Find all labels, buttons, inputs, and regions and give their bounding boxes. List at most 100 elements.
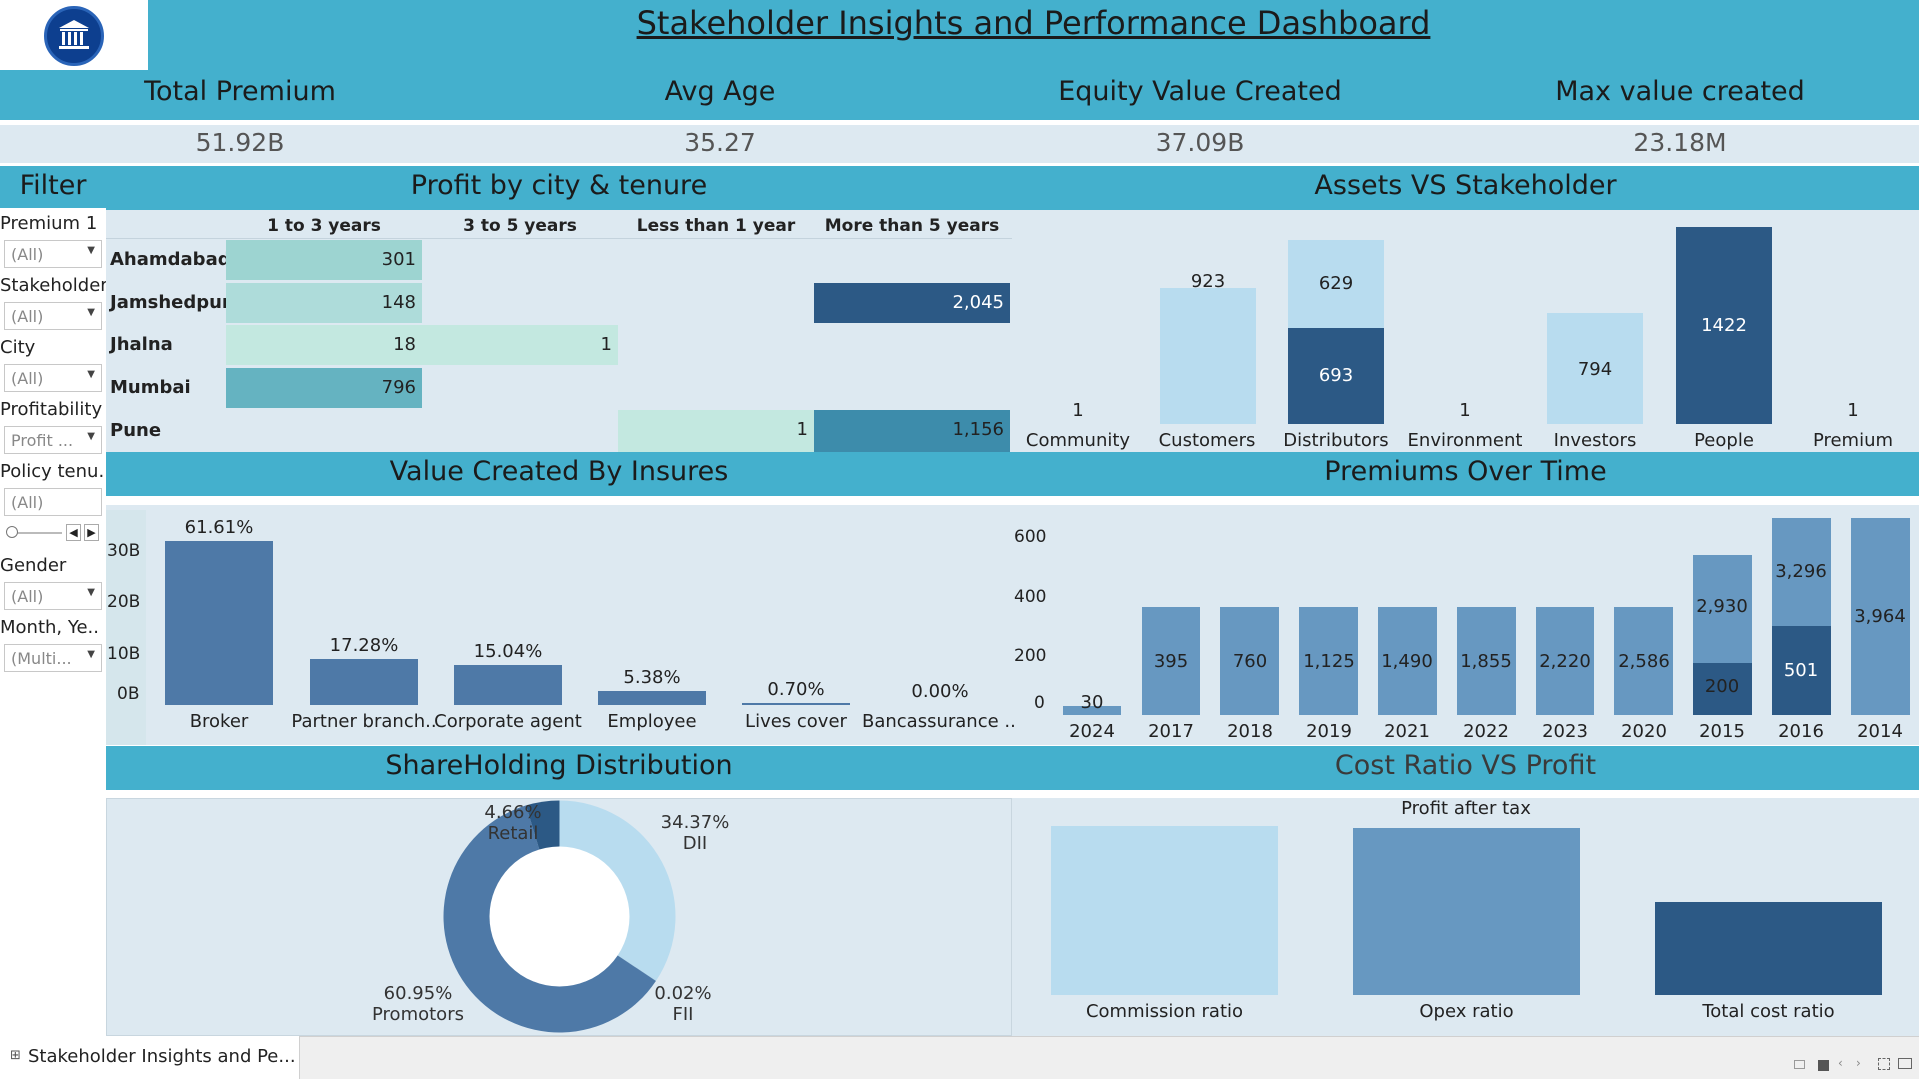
chart-title: Profit after tax <box>1401 798 1531 819</box>
kpi-separator <box>0 120 1919 125</box>
bar-total-cost-ratio <box>1655 902 1882 995</box>
data-label: 760 <box>1232 651 1268 672</box>
premiums-header <box>1012 452 1919 496</box>
row-label-jhalna: Jhalna <box>110 334 173 355</box>
slider-handle[interactable] <box>6 526 18 538</box>
bar-2017 <box>1142 607 1200 715</box>
filter-select-month-year[interactable]: (Multi... ▼ <box>4 644 102 672</box>
axis-label: 2023 <box>1542 721 1588 742</box>
slice-label-dii: 34.37% DII <box>640 812 750 854</box>
table-cell: 2,045 <box>814 283 1010 323</box>
bar-2015-top <box>1693 555 1752 663</box>
filter-value: (All) <box>11 307 44 326</box>
slice-name: FII <box>672 1004 694 1025</box>
y-axis-area <box>106 510 146 745</box>
table-cell: 1 <box>618 410 814 452</box>
axis-label: 2017 <box>1148 721 1194 742</box>
bar-2014 <box>1851 518 1910 715</box>
value-title: Value Created By Insures <box>389 456 729 487</box>
axis-label: Broker <box>189 711 249 732</box>
sheet-tab[interactable]: ⊞ Stakeholder Insights and Pe... <box>0 1036 300 1079</box>
bar-2020 <box>1614 607 1673 715</box>
chevron-right-icon[interactable]: › <box>1856 1056 1861 1070</box>
chevron-left-icon[interactable]: ◀ <box>66 524 81 541</box>
table-cell: 1 <box>422 325 618 365</box>
data-label: 1 <box>1847 400 1859 421</box>
dashboard-grid-icon: ⊞ <box>10 1048 21 1063</box>
axis-label: 2015 <box>1699 721 1745 742</box>
bank-logo-icon <box>44 6 104 66</box>
chevron-down-icon: ▼ <box>87 245 95 256</box>
filter-select-gender[interactable]: (All) ▼ <box>4 582 102 610</box>
fullscreen-icon[interactable] <box>1878 1058 1890 1070</box>
filter-value: (All) <box>11 245 44 264</box>
kpi-label-max-value: Max value created <box>1555 76 1805 107</box>
chevron-down-icon: ▼ <box>87 431 95 442</box>
y-tick: 400 <box>1014 587 1047 607</box>
filter-select-city[interactable]: (All) ▼ <box>4 364 102 392</box>
filter-value: (All) <box>11 587 44 606</box>
column-header: Less than 1 year <box>636 216 796 236</box>
y-tick: 200 <box>1014 646 1047 666</box>
present-icon[interactable] <box>1898 1058 1912 1069</box>
sheet-tab-bar <box>0 1036 1919 1079</box>
bar-2018 <box>1220 607 1279 715</box>
chevron-right-icon[interactable]: ▶ <box>84 524 99 541</box>
filter-select-premium[interactable]: (All) ▼ <box>4 240 102 268</box>
data-label: 1 <box>1459 400 1471 421</box>
slice-label-promotors: 60.95% Promotors <box>358 983 478 1025</box>
filter-value: Profit ... <box>11 431 74 450</box>
y-tick: 600 <box>1014 527 1047 547</box>
tenure-slider[interactable] <box>6 526 62 540</box>
bar-corporate-agent <box>454 665 562 705</box>
row-label-ahamdabad: Ahamdabad <box>110 249 231 270</box>
chevron-down-icon: ▼ <box>87 307 95 318</box>
data-label: 501 <box>1783 660 1819 681</box>
value-header <box>106 452 1012 496</box>
data-label: 15.04% <box>473 641 543 662</box>
kpi-band <box>0 70 1919 120</box>
premiums-title: Premiums Over Time <box>1324 456 1607 487</box>
kpi-value-equity-value: 37.09B <box>1155 128 1245 157</box>
data-label: 1,490 <box>1381 651 1433 672</box>
bar-broker <box>165 541 273 705</box>
data-label: 1 <box>1072 400 1084 421</box>
axis-label: 2024 <box>1069 721 1115 742</box>
y-tick: 0B <box>117 684 140 704</box>
bar-customers <box>1160 288 1256 424</box>
grid-view-icon[interactable] <box>1794 1060 1805 1069</box>
axis-label: 2022 <box>1463 721 1509 742</box>
kpi-value-total-premium: 51.92B <box>195 128 285 157</box>
axis-label: Premium <box>1812 430 1894 451</box>
data-label: 2,586 <box>1618 651 1670 672</box>
filter-select-stakeholder[interactable]: (All) ▼ <box>4 302 102 330</box>
bar-2015-bottom <box>1693 663 1752 715</box>
bar-investors <box>1547 313 1643 424</box>
axis-label: Customers <box>1158 430 1256 451</box>
assets-header <box>1012 166 1919 210</box>
data-label: 3,296 <box>1775 561 1827 582</box>
slider-track <box>14 532 62 534</box>
kpi-value-max-value: 23.18M <box>1633 128 1727 157</box>
profit-title: Profit by city & tenure <box>410 170 708 201</box>
y-tick: 20B <box>107 592 141 612</box>
data-label: 923 <box>1190 271 1226 292</box>
axis-label: 2019 <box>1306 721 1352 742</box>
row-label-jamshedpur: Jamshedpur <box>110 292 231 313</box>
axis-label: Commission ratio <box>1085 1001 1244 1022</box>
bar-people <box>1676 227 1772 424</box>
cost-header <box>1012 746 1919 790</box>
slice-name: Promotors <box>372 1004 464 1025</box>
axis-label: People <box>1694 430 1754 451</box>
slice-value: 60.95% <box>383 983 453 1004</box>
data-label: 794 <box>1577 359 1613 380</box>
bar-2022 <box>1457 607 1516 715</box>
table-cell: 18 <box>226 325 422 365</box>
filter-select-profitability[interactable]: Profit ... ▼ <box>4 426 102 454</box>
kpi-label-total-premium: Total Premium <box>144 76 336 107</box>
single-view-icon[interactable] <box>1818 1060 1829 1071</box>
axis-label: 2021 <box>1384 721 1430 742</box>
chevron-left-icon[interactable]: ‹ <box>1838 1056 1843 1070</box>
filter-input-policy-tenure[interactable]: (All) <box>4 488 102 516</box>
table-cell: 301 <box>226 240 422 280</box>
